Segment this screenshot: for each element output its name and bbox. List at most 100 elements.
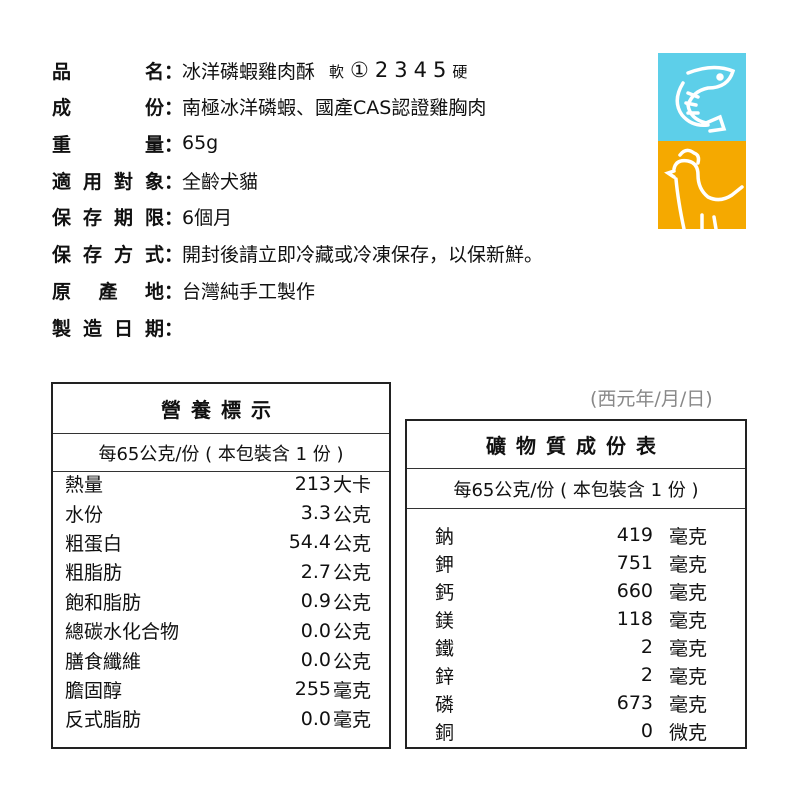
info-row: 保存期限： 6個月 [52, 201, 232, 231]
table-row: 總碳水化合物 0.0 公克 [53, 616, 389, 645]
table-row: 粗蛋白 54.4 公克 [53, 528, 389, 557]
info-row: 重量： 65g [52, 128, 218, 158]
row-name: 膽固醇 [65, 679, 123, 702]
scale-level: 2 [374, 58, 395, 82]
info-row: 適用對象：全齡犬貓 [52, 165, 258, 195]
table-row: 鐵 2 毫克 [407, 633, 745, 661]
row-unit: 毫克 [333, 679, 372, 702]
row-unit: 毫克 [669, 609, 708, 632]
row-value: 0.0 [300, 619, 331, 642]
row-name: 熱量 [65, 474, 104, 497]
row-value: 0 [640, 720, 653, 742]
info-row: 成份：南極冰洋磷蝦、國產CAS認證雞胸肉 [52, 91, 486, 121]
row-name: 反式脂肪 [65, 709, 142, 732]
info-row: 原產地：台灣純手工製作 [52, 275, 315, 305]
row-name: 鎂 [435, 609, 455, 632]
row-name: 銅 [435, 721, 455, 744]
row-name: 鈣 [435, 581, 455, 604]
nutrition-table: 營養標示 每65公克/份 ( 本包裝含 1 份 ) 熱量 213 大卡 水份 3.3 公克… [51, 382, 391, 749]
row-value: 118 [616, 608, 653, 630]
table-row: 粗脂肪 2.7 公克 [53, 557, 389, 586]
info-label: 重量 [52, 133, 164, 156]
info-label: 原產地 [52, 280, 164, 303]
row-value: 660 [616, 580, 653, 602]
row-value: 419 [616, 524, 653, 546]
table-row: 膳食纖維 0.0 公克 [53, 645, 389, 674]
scale-level: ① [350, 58, 375, 82]
row-value: 3.3 [300, 502, 331, 525]
table-row: 鈣 660 毫克 [407, 577, 745, 605]
colon: ： [164, 317, 184, 340]
row-name: 粗脂肪 [65, 562, 123, 585]
info-label: 製造日期 [52, 317, 164, 340]
row-name: 鐵 [435, 637, 455, 660]
texture-scale: 軟①2345硬 [329, 58, 473, 82]
info-value: 台灣純手工製作 [182, 280, 316, 303]
scale-hard: 硬 [452, 63, 474, 81]
chicken-icon [658, 141, 746, 231]
colon: ： [164, 243, 184, 266]
table-row: 水份 3.3 公克 [53, 498, 389, 527]
row-unit: 公克 [333, 621, 372, 644]
table-row: 膽固醇 255 毫克 [53, 675, 389, 704]
info-value: 全齡犬貓 [182, 170, 259, 193]
colon: ： [164, 96, 184, 119]
row-unit: 微克 [669, 721, 708, 744]
colon: ： [164, 280, 184, 303]
date-format-note: (西元年/月/日) [590, 388, 713, 410]
table-row: 鉀 751 毫克 [407, 549, 745, 577]
table-row: 鎂 118 毫克 [407, 605, 745, 633]
row-unit: 毫克 [333, 709, 372, 732]
info-value: 開封後請立即冷藏或冷凍保存，以保新鮮。 [182, 243, 544, 266]
table-row: 磷 673 毫克 [407, 689, 745, 717]
row-unit: 毫克 [669, 553, 708, 576]
row-value: 2 [640, 636, 653, 658]
table-row: 熱量 213 大卡 [53, 469, 389, 498]
row-name: 水份 [65, 503, 104, 526]
info-row: 製造日期： [52, 312, 184, 342]
row-value: 0.0 [300, 649, 331, 672]
info-value: 65g [182, 132, 219, 154]
info-value: 6個月 [182, 206, 233, 229]
row-unit: 公克 [333, 532, 372, 555]
row-name: 膳食纖維 [65, 650, 142, 673]
row-name: 磷 [435, 693, 455, 716]
row-name: 粗蛋白 [65, 532, 123, 555]
row-value: 751 [616, 552, 653, 574]
scale-level: 3 [394, 58, 414, 82]
row-value: 673 [616, 692, 653, 714]
table-row: 鈉 419 毫克 [407, 521, 745, 549]
table-row: 反式脂肪 0.0 毫克 [53, 704, 389, 733]
row-value: 0.9 [300, 590, 331, 613]
row-unit: 公克 [333, 562, 372, 585]
row-unit: 公克 [333, 650, 372, 673]
row-value: 213 [294, 472, 331, 495]
info-row: 保存方式：開封後請立即冷藏或冷凍保存，以保新鮮。 [52, 238, 543, 268]
info-label: 品名 [52, 60, 164, 83]
row-name: 鈉 [435, 525, 455, 548]
info-label: 保存期限 [52, 206, 164, 229]
info-value: 南極冰洋磷蝦、國產CAS認證雞胸肉 [182, 96, 487, 119]
scale-soft: 軟 [329, 63, 351, 81]
scale-level: 5 [432, 58, 453, 82]
row-value: 0.0 [300, 707, 331, 730]
scale-level: 4 [413, 58, 433, 82]
row-unit: 大卡 [333, 474, 372, 497]
row-unit: 毫克 [669, 665, 708, 688]
row-unit: 毫克 [669, 581, 708, 604]
shrimp-icon [658, 53, 746, 141]
colon: ： [164, 170, 184, 193]
row-name: 鋅 [435, 665, 455, 688]
row-name: 鉀 [435, 553, 455, 576]
row-unit: 公克 [333, 503, 372, 526]
table-row: 銅 0 微克 [407, 717, 745, 745]
minerals-subtitle: 每65公克/份 ( 本包裝含 1 份 ) [407, 469, 745, 509]
nutrition-title: 營養標示 [53, 384, 389, 434]
row-value: 2 [640, 664, 653, 686]
minerals-table: 礦物質成份表 每65公克/份 ( 本包裝含 1 份 ) 鈉 419 毫克 鉀 751 毫克… [405, 419, 747, 749]
row-value: 255 [294, 678, 331, 701]
info-label: 適用對象 [52, 170, 164, 193]
table-row: 飽和脂肪 0.9 公克 [53, 587, 389, 616]
minerals-title: 礦物質成份表 [407, 421, 745, 469]
colon: ： [164, 60, 184, 83]
